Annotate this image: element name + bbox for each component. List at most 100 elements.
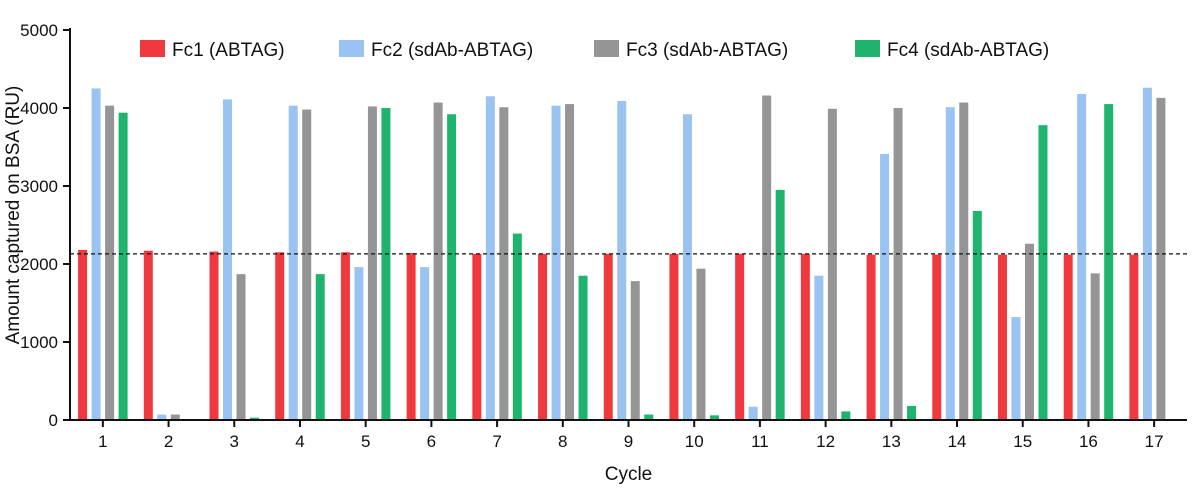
- bar-fc2-cycle-16: [1077, 93, 1087, 421]
- bar-fc4-cycle-6: [447, 114, 457, 421]
- legend-swatch-fc1: [140, 40, 165, 57]
- legend-swatch-fc4: [855, 40, 880, 57]
- bar-fc2-cycle-7: [485, 96, 495, 421]
- bar-fc1-cycle-13: [866, 254, 876, 420]
- x-tick-label: 9: [624, 432, 633, 451]
- bar-fc4-cycle-9: [644, 414, 654, 420]
- bar-fc2-cycle-15: [1011, 317, 1021, 420]
- legend-swatch-fc3: [594, 40, 619, 57]
- x-tick-label: 7: [492, 432, 501, 451]
- bar-fc4-cycle-5: [381, 108, 391, 420]
- bars: [78, 87, 1166, 421]
- bar-fc2-cycle-6: [420, 267, 430, 420]
- bar-fc3-cycle-11: [762, 95, 772, 421]
- x-tick-label: 13: [882, 432, 901, 451]
- bar-fc3-cycle-6: [433, 102, 443, 420]
- bar-fc1-cycle-17: [1129, 254, 1139, 420]
- bar-fc1-cycle-4: [275, 252, 285, 420]
- x-axis-title: Cycle: [605, 464, 653, 485]
- bar-fc1-cycle-16: [1063, 254, 1073, 420]
- bar-fc4-cycle-14: [972, 210, 982, 420]
- bar-fc1-cycle-15: [997, 254, 1007, 420]
- bar-fc3-cycle-15: [1024, 243, 1034, 420]
- y-tick-label: 5000: [20, 21, 58, 40]
- y-tick-label: 4000: [20, 99, 58, 118]
- legend-swatch-fc2: [339, 40, 364, 57]
- bar-fc2-cycle-8: [551, 105, 561, 420]
- y-axis-title: Amount captured on BSA (RU): [3, 86, 24, 345]
- legend-label-fc1: Fc1 (ABTAG): [172, 40, 285, 61]
- bar-fc2-cycle-12: [814, 275, 824, 420]
- bar-fc2-cycle-10: [682, 114, 692, 421]
- bar-fc1-cycle-7: [472, 253, 482, 420]
- bar-fc1-cycle-5: [340, 252, 350, 420]
- bar-fc3-cycle-7: [499, 107, 509, 420]
- y-tick-label: 2000: [20, 255, 58, 274]
- x-tick-label: 4: [295, 432, 304, 451]
- bar-fc3-cycle-17: [1156, 97, 1166, 421]
- bar-fc2-cycle-11: [748, 406, 758, 420]
- bar-fc4-cycle-12: [841, 411, 851, 420]
- bar-fc1-cycle-2: [143, 250, 153, 420]
- bar-fc2-cycle-3: [223, 99, 233, 421]
- y-tick-label: 3000: [20, 177, 58, 196]
- bar-fc4-cycle-7: [512, 233, 522, 420]
- legend-label-fc2: Fc2 (sdAb-ABTAG): [371, 40, 533, 61]
- x-tick-label: 15: [1013, 432, 1032, 451]
- bar-fc3-cycle-10: [696, 268, 706, 420]
- bar-fc3-cycle-5: [367, 106, 377, 420]
- legend-label-fc3: Fc3 (sdAb-ABTAG): [626, 40, 788, 61]
- bar-fc4-cycle-13: [907, 405, 917, 420]
- x-tick-label: 14: [948, 432, 967, 451]
- bar-fc2-cycle-17: [1142, 87, 1152, 420]
- bar-fc1-cycle-10: [669, 253, 679, 420]
- x-tick-label: 17: [1145, 432, 1164, 451]
- bar-fc1-cycle-6: [406, 253, 416, 420]
- x-tick-label: 1: [98, 432, 107, 451]
- x-tick-label: 11: [751, 432, 769, 451]
- legend: Fc1 (ABTAG) Fc2 (sdAb-ABTAG) Fc3 (sdAb-ABT…: [140, 40, 1049, 61]
- bar-fc4-cycle-4: [315, 274, 325, 420]
- bar-fc3-cycle-16: [1090, 273, 1100, 420]
- bar-fc4-cycle-3: [250, 417, 260, 420]
- x-tick-label: 5: [361, 432, 370, 451]
- bar-fc1-cycle-9: [603, 253, 613, 420]
- x-tick-label: 2: [164, 432, 173, 451]
- bar-fc2-cycle-9: [617, 100, 627, 420]
- bar-fc4-cycle-11: [775, 189, 785, 420]
- bar-fc2-cycle-4: [288, 105, 298, 420]
- x-tick-label: 8: [558, 432, 567, 451]
- bar-fc4-cycle-10: [709, 415, 719, 420]
- bar-fc2-cycle-1: [91, 88, 101, 420]
- bar-fc3-cycle-4: [302, 109, 312, 420]
- bar-fc4-cycle-16: [1104, 104, 1114, 420]
- x-tick-label: 12: [816, 432, 835, 451]
- bar-fc1-cycle-8: [538, 253, 548, 420]
- bar-fc2-cycle-5: [354, 267, 364, 420]
- bar-fc1-cycle-12: [800, 253, 810, 420]
- bar-fc3-cycle-12: [827, 108, 837, 420]
- bar-fc1-cycle-14: [932, 254, 942, 420]
- y-tick-label: 0: [49, 411, 58, 430]
- bar-fc3-cycle-13: [893, 108, 903, 420]
- bar-fc1-cycle-3: [209, 251, 219, 420]
- bar-fc4-cycle-1: [118, 112, 128, 421]
- bar-fc2-cycle-14: [945, 107, 955, 420]
- x-tick-label: 16: [1079, 432, 1098, 451]
- y-tick-label: 1000: [20, 333, 58, 352]
- bar-fc1-cycle-11: [735, 253, 745, 420]
- bar-fc4-cycle-15: [1038, 125, 1048, 420]
- x-tick-label: 6: [427, 432, 436, 451]
- bar-fc1-cycle-1: [78, 249, 88, 420]
- bar-fc3-cycle-14: [959, 102, 969, 420]
- bar-fc3-cycle-3: [236, 274, 246, 420]
- bar-fc3-cycle-2: [170, 414, 180, 420]
- x-tick-label: 3: [230, 432, 239, 451]
- bar-fc4-cycle-8: [578, 275, 588, 420]
- bar-fc3-cycle-9: [630, 281, 640, 420]
- x-tick-label: 10: [685, 432, 704, 451]
- bar-fc2-cycle-13: [880, 154, 890, 420]
- bar-fc3-cycle-8: [565, 104, 575, 420]
